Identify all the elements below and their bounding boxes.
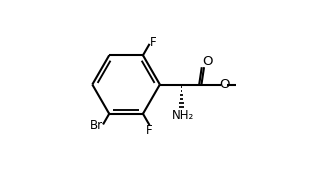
Text: F: F bbox=[149, 36, 156, 49]
Text: NH₂: NH₂ bbox=[172, 109, 194, 122]
Text: Br: Br bbox=[90, 119, 103, 132]
Text: O: O bbox=[202, 55, 213, 68]
Text: F: F bbox=[146, 124, 152, 137]
Text: O: O bbox=[219, 78, 230, 91]
